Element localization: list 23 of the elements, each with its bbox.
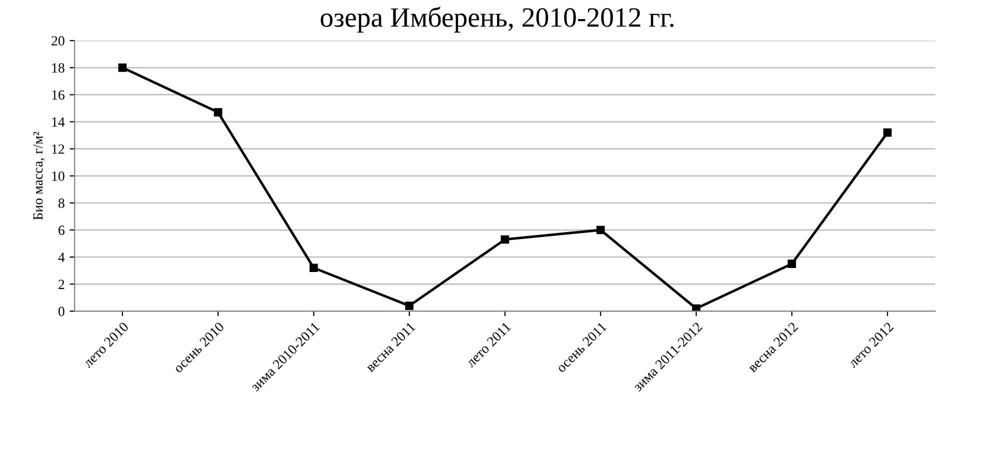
point xyxy=(405,302,414,310)
y-tick-label: 8 xyxy=(58,198,64,208)
point xyxy=(118,63,127,72)
chart-title: озера Имберень, 2010-2012 гг. xyxy=(320,6,674,33)
y-tick-label: 10 xyxy=(52,171,64,181)
point xyxy=(788,260,796,268)
point xyxy=(596,226,605,234)
y-tick-label: 20 xyxy=(52,36,64,46)
y-tick-label: 0 xyxy=(58,306,64,316)
point xyxy=(310,264,318,272)
y-axis-title: Био масса, г/м² xyxy=(33,132,45,220)
point xyxy=(500,235,510,244)
x-tick-label: лето 2011 xyxy=(465,322,512,368)
point xyxy=(214,108,222,116)
y-tick-label: 6 xyxy=(58,226,64,235)
y-tick-label: 18 xyxy=(52,63,64,73)
y-tick-label: 4 xyxy=(58,252,65,262)
y-tick-label: 2 xyxy=(58,280,64,289)
y-tick-label: 12 xyxy=(52,144,64,154)
y-tick-label: 16 xyxy=(52,90,64,100)
point xyxy=(692,304,700,312)
point xyxy=(883,128,892,137)
y-tick-label: 14 xyxy=(52,117,65,127)
